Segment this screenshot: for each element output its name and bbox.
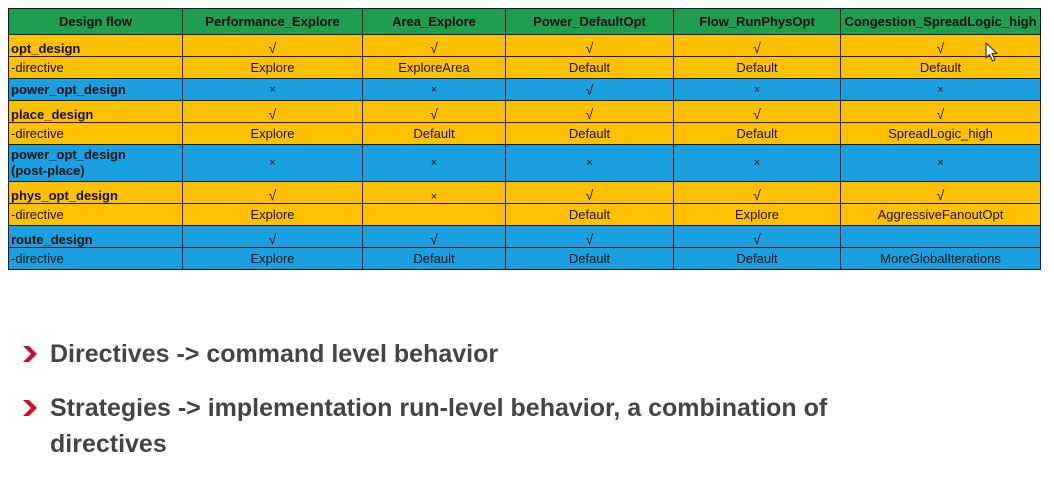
header-design-flow: Design flow [8, 8, 183, 35]
table-row-route-design-directive: -directive Explore Default Default Defau… [8, 247, 1041, 270]
table-row-opt-design-directive: -directive Explore ExploreArea Default D… [8, 56, 1041, 79]
cross-mark: × [182, 78, 363, 101]
cross-mark: × [840, 78, 1041, 101]
directive-value: Default [505, 56, 674, 79]
check-mark: √ [840, 100, 1041, 123]
check-mark: √ [362, 225, 506, 248]
check-mark: √ [505, 225, 674, 248]
directive-value: Explore [182, 122, 363, 145]
cross-mark: × [840, 144, 1041, 182]
check-mark: √ [182, 181, 363, 204]
bullet-list: Directives -> command level behavior Str… [22, 336, 1032, 480]
directive-value: Default [673, 56, 841, 79]
directive-label: -directive [8, 247, 183, 270]
row-name: opt_design [8, 34, 183, 57]
strategy-table: Design flow Performance_Explore Area_Exp… [8, 8, 1041, 270]
check-mark: √ [362, 34, 506, 57]
check-mark: √ [505, 100, 674, 123]
row-name: route_design [8, 225, 183, 248]
directive-value: Explore [673, 203, 841, 226]
row-name-line1: power_opt_design [11, 147, 126, 162]
cross-mark: × [362, 181, 506, 204]
check-mark: √ [182, 100, 363, 123]
cross-mark: × [182, 144, 363, 182]
table-row-opt-design: opt_design √ √ √ √ √ [8, 34, 1041, 57]
cross-mark: × [362, 78, 506, 101]
mouse-cursor-icon [985, 42, 999, 62]
check-mark: √ [362, 100, 506, 123]
row-name: power_opt_design (post-place) [8, 144, 183, 182]
cross-mark: × [673, 78, 841, 101]
cross-mark: × [362, 144, 506, 182]
directive-value: ExploreArea [362, 56, 506, 79]
directive-value: MoreGlobalIterations [840, 247, 1041, 270]
check-mark: √ [840, 34, 1041, 57]
bullet-item: Strategies -> implementation run-level b… [22, 390, 1032, 462]
directive-value: Default [505, 122, 674, 145]
directive-value: Default [362, 247, 506, 270]
header-congestion-spreadlogic-high: Congestion_SpreadLogic_high [840, 8, 1041, 35]
table-row-route-design: route_design √ √ √ √ [8, 225, 1041, 248]
table-row-place-design-directive: -directive Explore Default Default Defau… [8, 122, 1041, 145]
directive-value: Explore [182, 203, 363, 226]
check-mark: √ [840, 181, 1041, 204]
header-performance-explore: Performance_Explore [182, 8, 363, 35]
table-row-power-opt-design: power_opt_design × × √ × × [8, 78, 1041, 101]
check-mark: √ [673, 100, 841, 123]
bullet-text: Strategies -> implementation run-level b… [50, 394, 828, 458]
directive-value: Explore [182, 56, 363, 79]
directive-value: Default [362, 122, 506, 145]
directive-value: Explore [182, 247, 363, 270]
check-mark: √ [182, 34, 363, 57]
row-name-line2: (post-place) [11, 163, 85, 178]
check-mark: √ [673, 181, 841, 204]
directive-label: -directive [8, 203, 183, 226]
check-mark: √ [673, 225, 841, 248]
header-power-defaultopt: Power_DefaultOpt [505, 8, 674, 35]
cross-mark: × [673, 144, 841, 182]
header-flow-runphysopt: Flow_RunPhysOpt [673, 8, 841, 35]
bullet-item: Directives -> command level behavior [22, 336, 1032, 372]
table-row-place-design: place_design √ √ √ √ √ [8, 100, 1041, 123]
check-mark: √ [505, 34, 674, 57]
bullet-text: Directives -> command level behavior [50, 340, 499, 368]
directive-value: Default [673, 122, 841, 145]
row-name: phys_opt_design [8, 181, 183, 204]
check-mark: √ [505, 181, 674, 204]
strategy-table-container: Design flow Performance_Explore Area_Exp… [8, 8, 1041, 270]
table-row-phys-opt-design-directive: -directive Explore Default Explore Aggre… [8, 203, 1041, 226]
table-header-row: Design flow Performance_Explore Area_Exp… [8, 8, 1041, 35]
check-mark [840, 225, 1041, 248]
check-mark: √ [673, 34, 841, 57]
header-area-explore: Area_Explore [362, 8, 506, 35]
directive-value: Default [505, 247, 674, 270]
row-name: power_opt_design [8, 78, 183, 101]
table-row-phys-opt-design: phys_opt_design √ × √ √ √ [8, 181, 1041, 204]
directive-value [362, 203, 506, 226]
chevron-right-icon [22, 390, 42, 426]
row-name: place_design [8, 100, 183, 123]
directive-label: -directive [8, 56, 183, 79]
directive-value: Default [505, 203, 674, 226]
table-row-power-opt-design-post-place: power_opt_design (post-place) × × × × × [8, 144, 1041, 182]
cross-mark: × [505, 144, 674, 182]
directive-label: -directive [8, 122, 183, 145]
directive-value: SpreadLogic_high [840, 122, 1041, 145]
check-mark: √ [505, 78, 674, 101]
directive-value: Default [673, 247, 841, 270]
chevron-right-icon [22, 336, 42, 372]
directive-value: Default [840, 56, 1041, 79]
directive-value: AggressiveFanoutOpt [840, 203, 1041, 226]
check-mark: √ [182, 225, 363, 248]
